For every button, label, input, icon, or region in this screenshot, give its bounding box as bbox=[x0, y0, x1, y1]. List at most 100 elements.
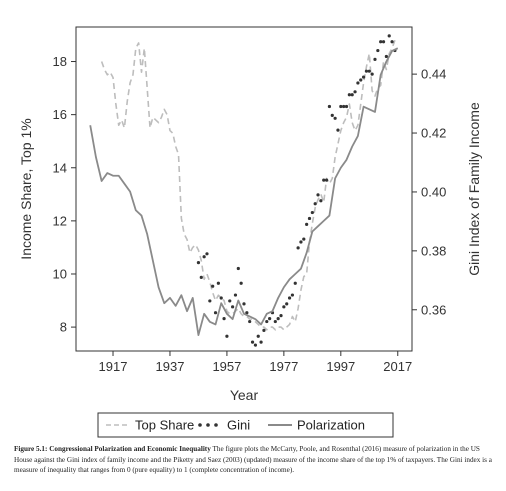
legend-items: Top Share Gini Polarization bbox=[106, 418, 365, 433]
gini-point bbox=[296, 246, 300, 250]
gini-point bbox=[359, 78, 363, 82]
gini-point bbox=[245, 311, 249, 315]
gini-point bbox=[302, 237, 306, 241]
gini-point bbox=[231, 305, 235, 309]
series-layer bbox=[89, 34, 399, 347]
x-axis-ticks: 1917 1937 1957 1977 1997 2017 bbox=[99, 351, 412, 374]
gini-point bbox=[276, 317, 280, 321]
left-tick-label: 18 bbox=[53, 54, 67, 69]
legend: Top Share Gini Polarization bbox=[97, 412, 394, 438]
left-axis-ticks: 8 10 12 14 16 18 bbox=[53, 54, 76, 335]
x-tick-label: 2017 bbox=[383, 359, 412, 374]
gini-point bbox=[353, 90, 357, 94]
gini-point bbox=[336, 128, 340, 132]
right-tick-label: 0.44 bbox=[421, 67, 446, 82]
legend-label: Gini bbox=[227, 418, 250, 433]
gini-point bbox=[213, 311, 218, 315]
x-tick-label: 1917 bbox=[99, 359, 128, 374]
gini-point bbox=[361, 75, 366, 79]
gini-point bbox=[250, 340, 255, 344]
legend-item-gini: Gini bbox=[198, 418, 250, 433]
gini-point bbox=[313, 202, 317, 206]
gini-point bbox=[279, 314, 283, 318]
gini-point bbox=[202, 255, 206, 259]
right-tick-label: 0.36 bbox=[421, 302, 446, 317]
gini-point bbox=[236, 266, 240, 271]
gini-point bbox=[316, 193, 320, 197]
gini-point bbox=[307, 216, 312, 221]
gini-point bbox=[248, 319, 252, 324]
x-tick-label: 1977 bbox=[269, 359, 298, 374]
legend-swatch-dot bbox=[206, 423, 210, 427]
gini-point bbox=[282, 305, 286, 309]
gini-point bbox=[273, 319, 277, 324]
caption-text: The figure plots the McCarty, Poole, and… bbox=[14, 445, 492, 474]
gini-point bbox=[285, 302, 289, 306]
gini-point bbox=[379, 40, 383, 44]
gini-point bbox=[342, 104, 346, 109]
left-tick-label: 14 bbox=[53, 160, 67, 175]
legend-item-top-share: Top Share bbox=[106, 418, 194, 433]
left-tick-label: 10 bbox=[53, 266, 67, 281]
gini-point bbox=[370, 72, 374, 76]
gini-point bbox=[347, 93, 351, 97]
gini-point bbox=[390, 40, 394, 44]
series-polarization-line bbox=[89, 47, 399, 336]
gini-point bbox=[364, 69, 369, 73]
gini-point bbox=[268, 317, 272, 321]
gini-point bbox=[322, 178, 326, 182]
gini-point bbox=[293, 281, 297, 285]
series-gini bbox=[196, 34, 397, 347]
gini-point bbox=[233, 293, 238, 297]
gini-point bbox=[381, 40, 386, 44]
right-tick-label: 0.38 bbox=[421, 243, 446, 258]
gini-point bbox=[208, 299, 212, 303]
x-tick-label: 1957 bbox=[212, 359, 241, 374]
gini-point bbox=[196, 261, 201, 265]
gini-point bbox=[384, 54, 388, 59]
chart-svg: 1917 1937 1957 1977 1997 2017 8 10 12 14 16 18 0.3… bbox=[18, 26, 482, 438]
gini-point bbox=[211, 284, 215, 288]
x-axis-title: Year bbox=[230, 387, 259, 403]
gini-point bbox=[356, 81, 360, 85]
x-tick-label: 1997 bbox=[326, 359, 355, 374]
gini-point bbox=[287, 296, 292, 300]
gini-point bbox=[350, 93, 354, 97]
gini-point bbox=[239, 281, 243, 285]
gini-point bbox=[290, 293, 295, 297]
gini-point bbox=[205, 252, 209, 256]
gini-point bbox=[344, 104, 349, 109]
gini-point bbox=[310, 210, 314, 215]
gini-point bbox=[216, 281, 220, 285]
gini-point bbox=[387, 34, 391, 38]
gini-point bbox=[222, 317, 226, 321]
gini-point bbox=[330, 113, 334, 117]
left-axis-title: Income Share, Top 1% bbox=[18, 118, 34, 259]
right-axis-ticks: 0.36 0.38 0.40 0.42 0.44 bbox=[412, 67, 446, 317]
left-tick-label: 16 bbox=[53, 107, 67, 122]
legend-label: Polarization bbox=[297, 418, 365, 433]
gini-point bbox=[219, 296, 223, 300]
series-top-share-line bbox=[100, 40, 396, 331]
gini-point bbox=[199, 275, 203, 279]
figure-caption: Figure 5.1: Congressional Polarization a… bbox=[14, 444, 492, 476]
legend-box bbox=[97, 412, 394, 438]
gini-point bbox=[299, 240, 303, 244]
left-tick-label: 8 bbox=[60, 320, 67, 335]
legend-swatch-dot bbox=[214, 423, 218, 427]
gini-point bbox=[225, 334, 229, 338]
plot-frame bbox=[75, 26, 413, 352]
gini-point bbox=[367, 69, 371, 73]
gini-point bbox=[259, 340, 263, 344]
gini-point bbox=[324, 178, 329, 182]
gini-point bbox=[262, 328, 266, 332]
gini-point bbox=[242, 302, 246, 306]
left-tick-label: 12 bbox=[53, 213, 67, 228]
legend-swatch-dot bbox=[198, 423, 202, 427]
legend-label: Top Share bbox=[135, 418, 194, 433]
gini-point bbox=[333, 116, 337, 120]
gini-point bbox=[305, 222, 309, 226]
right-tick-label: 0.40 bbox=[421, 184, 446, 199]
gini-point bbox=[253, 343, 257, 347]
caption-label: Figure 5.1: Congressional Polarization a… bbox=[14, 445, 211, 453]
